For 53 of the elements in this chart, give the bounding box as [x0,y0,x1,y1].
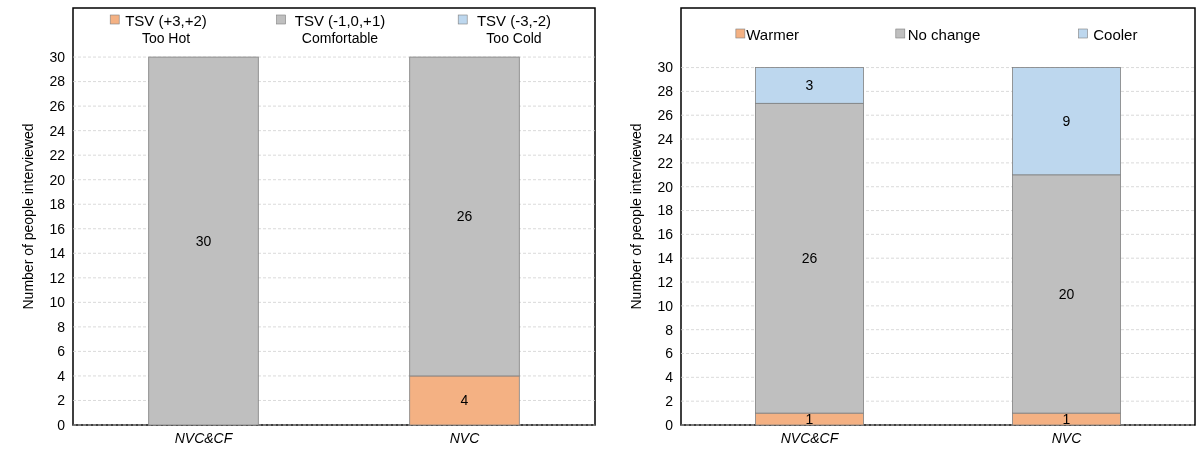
y-tick-label: 4 [57,367,66,384]
data-label: 20 [1058,285,1075,302]
y-tick-label: 16 [657,226,674,243]
data-label: 4 [460,392,469,409]
data-label: 9 [1062,113,1071,130]
x-tick-label: NVC [449,430,481,446]
y-tick-label: 30 [657,59,674,76]
y-tick-label: 14 [49,245,66,262]
legend-label: Warmer [746,26,800,43]
y-tick-label: 10 [657,297,674,314]
y-tick-label: 24 [49,122,66,139]
y-axis-title: Number of people interviewed [628,123,644,310]
y-tick-label: 18 [49,196,66,213]
y-tick-label: 20 [657,178,674,195]
x-tick-label: NVC [1051,430,1083,446]
data-label: 3 [805,77,814,94]
y-tick-label: 0 [665,416,674,433]
x-tick-label: NVC&CF [780,430,840,446]
y-tick-label: 22 [657,154,674,171]
y-tick-label: 4 [665,369,674,386]
y-tick-label: 12 [49,269,66,286]
y-tick-label: 26 [49,98,66,115]
legend-label: TSV (-1,0,+1) Comfortable [294,12,386,46]
data-label: 1 [805,410,814,427]
y-axis-title: Number of people interviewed [20,123,36,310]
data-label: 1 [1062,410,1071,427]
legend-label: TSV (+3,+2) Too Hot [125,12,207,46]
y-tick-label: 24 [657,130,674,147]
data-label: 26 [801,250,818,267]
y-tick-label: 8 [665,321,674,338]
y-tick-label: 18 [657,202,674,219]
y-tick-label: 28 [49,73,66,90]
y-tick-label: 30 [49,48,66,65]
y-tick-label: 2 [665,393,674,410]
y-tick-label: 14 [657,250,674,267]
y-tick-label: 12 [657,273,674,290]
y-tick-label: 16 [49,220,66,237]
y-tick-label: 28 [657,83,674,100]
y-tick-label: 0 [57,416,66,433]
legend-label: TSV (-3,-2) Too Cold [476,12,552,46]
y-tick-label: 26 [657,107,674,124]
y-tick-label: 22 [49,147,66,164]
y-tick-label: 10 [49,294,66,311]
legend-label: Cooler [1093,26,1138,43]
y-tick-label: 6 [57,343,66,360]
data-label: 30 [195,232,212,249]
data-label: 26 [456,208,473,225]
legend-label: No change [907,26,981,43]
y-tick-label: 2 [57,392,66,409]
x-tick-label: NVC&CF [174,430,234,446]
y-tick-label: 8 [57,318,66,335]
y-tick-label: 20 [49,171,66,188]
y-tick-label: 6 [665,345,674,362]
